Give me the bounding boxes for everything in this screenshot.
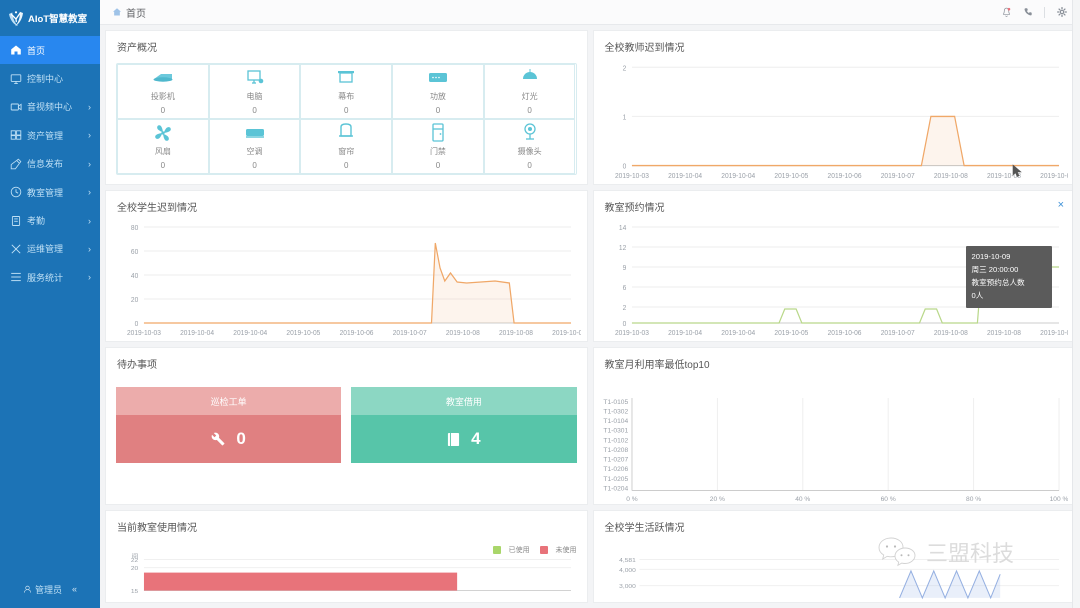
svg-text:2019-10-09: 2019-10-09: [552, 330, 580, 337]
svg-text:2019-10-04: 2019-10-04: [721, 173, 755, 180]
svg-text:20: 20: [131, 297, 139, 304]
svg-text:2019-10-03: 2019-10-03: [614, 330, 648, 337]
svg-text:2019-10-08: 2019-10-08: [933, 330, 967, 337]
svg-text:2019-10-09: 2019-10-09: [1040, 330, 1068, 337]
svg-text:T1-0208: T1-0208: [603, 447, 628, 454]
svg-text:3,000: 3,000: [619, 584, 636, 590]
svg-text:2019-10-03: 2019-10-03: [127, 330, 161, 337]
svg-text:T1-0205: T1-0205: [603, 476, 628, 483]
svg-text:4,581: 4,581: [619, 557, 636, 563]
svg-text:80 %: 80 %: [966, 496, 981, 503]
svg-text:2019-10-06: 2019-10-06: [827, 330, 861, 337]
svg-text:0: 0: [622, 321, 626, 328]
svg-text:T1-0301: T1-0301: [603, 428, 628, 435]
svg-text:4,000: 4,000: [619, 567, 636, 573]
svg-text:2019-10-06: 2019-10-06: [340, 330, 374, 337]
svg-text:100 %: 100 %: [1049, 496, 1068, 503]
svg-text:2019-10-09: 2019-10-09: [1040, 173, 1068, 180]
svg-text:60: 60: [131, 249, 139, 256]
svg-text:T1-0302: T1-0302: [603, 408, 628, 415]
svg-text:0 %: 0 %: [626, 496, 637, 503]
svg-text:三盟科技: 三盟科技: [926, 541, 1014, 566]
svg-text:20: 20: [131, 566, 139, 572]
svg-text:2019-10-07: 2019-10-07: [880, 173, 914, 180]
svg-text:2019-10-07: 2019-10-07: [880, 330, 914, 337]
svg-text:15: 15: [131, 588, 139, 594]
svg-text:80: 80: [131, 225, 139, 232]
svg-text:T1-0104: T1-0104: [603, 418, 628, 425]
svg-text:2019-10-04: 2019-10-04: [180, 330, 214, 337]
svg-text:2019-10-07: 2019-10-07: [393, 330, 427, 337]
svg-text:2019-10-05: 2019-10-05: [774, 330, 808, 337]
svg-text:2019-10-04: 2019-10-04: [668, 173, 702, 180]
svg-text:T1-0204: T1-0204: [603, 485, 628, 492]
svg-text:9: 9: [622, 265, 626, 272]
svg-text:T1-0102: T1-0102: [603, 437, 628, 444]
svg-text:14: 14: [618, 225, 626, 232]
svg-text:2: 2: [622, 305, 626, 312]
svg-text:0: 0: [135, 321, 139, 328]
svg-text:2019-10-05: 2019-10-05: [774, 173, 808, 180]
svg-text:12: 12: [618, 245, 626, 252]
svg-text:2019-10-08: 2019-10-08: [446, 330, 480, 337]
svg-text:22: 22: [131, 557, 139, 563]
svg-text:2019-10-03: 2019-10-03: [614, 173, 648, 180]
svg-text:0: 0: [622, 163, 626, 170]
svg-text:2019-10-08: 2019-10-08: [987, 330, 1021, 337]
svg-text:T1-0105: T1-0105: [603, 399, 628, 406]
svg-text:6: 6: [622, 285, 626, 292]
svg-text:2019-10-04: 2019-10-04: [233, 330, 267, 337]
svg-text:60 %: 60 %: [880, 496, 895, 503]
svg-text:1: 1: [622, 114, 626, 121]
svg-text:20 %: 20 %: [709, 496, 724, 503]
svg-text:T1-0207: T1-0207: [603, 457, 628, 464]
svg-text:2019-10-08: 2019-10-08: [499, 330, 533, 337]
svg-text:2019-10-04: 2019-10-04: [668, 330, 702, 337]
svg-text:2019-10-06: 2019-10-06: [827, 173, 861, 180]
svg-text:2019-10-04: 2019-10-04: [721, 330, 755, 337]
svg-text:2019-10-08: 2019-10-08: [933, 173, 967, 180]
svg-text:40: 40: [131, 273, 139, 280]
svg-text:T1-0206: T1-0206: [603, 466, 628, 473]
svg-text:2: 2: [622, 65, 626, 72]
svg-text:2019-10-05: 2019-10-05: [286, 330, 320, 337]
svg-text:40 %: 40 %: [795, 496, 810, 503]
